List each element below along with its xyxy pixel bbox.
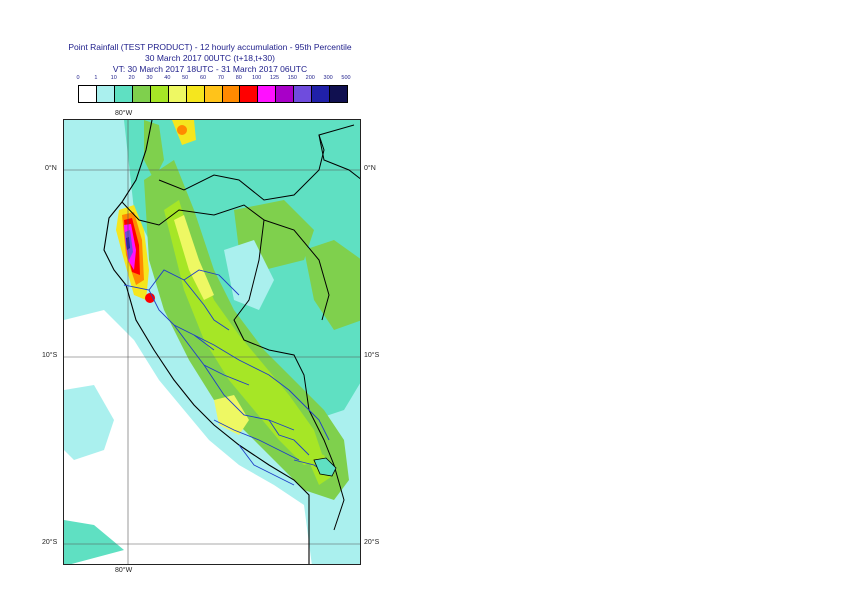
legend-threshold-label: 300: [323, 75, 333, 81]
legend-swatch: [79, 86, 97, 102]
title-line-1: Point Rainfall (TEST PRODUCT) - 12 hourl…: [68, 42, 352, 52]
legend-threshold-label: 40: [164, 75, 171, 81]
lon-label-top: 80°W: [115, 110, 133, 117]
lat-label-10s-left: 10°S: [42, 352, 58, 359]
legend-threshold-label: 1: [94, 75, 98, 81]
legend-swatch: [168, 86, 187, 102]
lon-label-bottom: 80°W: [115, 567, 133, 574]
coastal-band: [64, 520, 124, 564]
legend-threshold-label: 10: [110, 75, 117, 81]
lake-titicaca: [313, 457, 337, 477]
lat-label-0-left: 0°N: [45, 165, 57, 172]
legend-swatch: [312, 86, 331, 102]
legend-threshold-label: 20: [128, 75, 135, 81]
legend-threshold-label: 70: [217, 75, 224, 81]
coastline: [103, 120, 310, 564]
border-peru-east: [121, 201, 345, 531]
legend-swatch: [186, 86, 205, 102]
legend-swatch: [258, 86, 277, 102]
legend-threshold-label: 50: [182, 75, 189, 81]
legend-threshold-label: 200: [305, 75, 315, 81]
lat-label-20s-right: 20°S: [364, 539, 380, 546]
legend-threshold-label: 30: [146, 75, 153, 81]
border-ecuador-colombia: [158, 124, 355, 201]
legend-color-bar: [78, 85, 348, 103]
legend-swatch: [276, 86, 295, 102]
legend-swatch: [114, 86, 133, 102]
lat-label-10s-right: 10°S: [364, 352, 380, 359]
rainfall-map: [64, 120, 360, 564]
legend-labels: 0 1 10 20 30 40 50 60 70 80 100 125 150 200 300 500: [76, 75, 351, 84]
legend-swatch: [132, 86, 151, 102]
legend-swatch: [96, 86, 115, 102]
legend-threshold-label: 150: [287, 75, 297, 81]
legend-threshold-label: 500: [341, 75, 351, 81]
lat-label-20s-left: 20°S: [42, 539, 58, 546]
legend-swatch: [204, 86, 223, 102]
lat-label-0-right: 0°N: [364, 165, 376, 172]
title-line-2: 30 March 2017 00UTC (t+18,t+30): [145, 53, 275, 63]
legend-threshold-label: 60: [200, 75, 207, 81]
legend-swatch: [330, 86, 348, 102]
legend-swatch: [240, 86, 259, 102]
legend-swatch: [222, 86, 241, 102]
rainfall-legend: 0 1 10 20 30 40 50 60 70 80 100 125 150 200 300 500: [76, 75, 351, 103]
legend-threshold-label: 100: [252, 75, 262, 81]
map-frame: [63, 119, 361, 565]
map-title: Point Rainfall (TEST PRODUCT) - 12 hourl…: [40, 42, 380, 75]
legend-swatch: [294, 86, 313, 102]
legend-threshold-label: 80: [235, 75, 242, 81]
legend-threshold-label: 0: [76, 75, 80, 81]
legend-swatch: [150, 86, 169, 102]
legend-threshold-label: 125: [269, 75, 280, 81]
title-line-3: VT: 30 March 2017 18UTC - 31 March 2017 …: [112, 64, 308, 74]
border-brazil: [263, 219, 330, 321]
dry-zone: [64, 310, 312, 564]
